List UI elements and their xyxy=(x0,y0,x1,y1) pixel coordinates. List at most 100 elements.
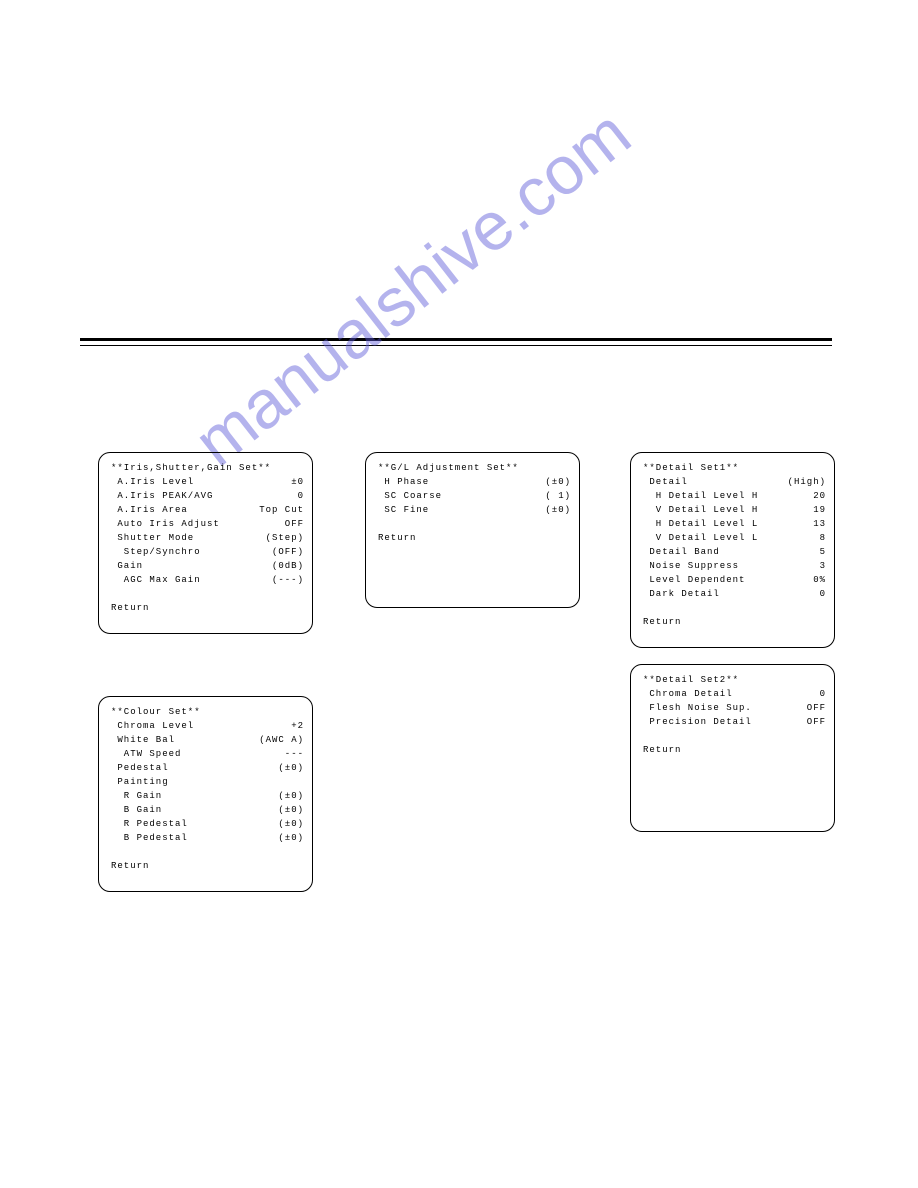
panel-colour: **Colour Set** Chroma Level+2 White Bal(… xyxy=(98,696,313,892)
panel-iris-rows: A.Iris Level ±0 A.Iris PEAK/AVG 0 A.Iris A… xyxy=(111,475,304,587)
setting-value: (±0) xyxy=(278,831,304,845)
setting-row: V Detail Level H 19 xyxy=(643,503,826,517)
setting-label: Level Dependent xyxy=(643,573,745,587)
setting-value: ( 1) xyxy=(545,489,571,503)
setting-row: Detail Band 5 xyxy=(643,545,826,559)
setting-row: White Bal(AWC A) xyxy=(111,733,304,747)
setting-label: R Gain xyxy=(111,789,162,803)
setting-value: 5 xyxy=(820,545,826,559)
setting-label: V Detail Level L xyxy=(643,531,758,545)
setting-row: B Pedestal (±0) xyxy=(111,831,304,845)
setting-row: Precision Detail OFF xyxy=(643,715,826,729)
panel-gl-return: Return xyxy=(378,531,571,545)
setting-row: SC Fine(±0) xyxy=(378,503,571,517)
setting-row: Chroma Level+2 xyxy=(111,719,304,733)
setting-label: V Detail Level H xyxy=(643,503,758,517)
setting-label: Step/Synchro xyxy=(111,545,201,559)
panel-detail2: **Detail Set2** Chroma Detail 0 Flesh Noi… xyxy=(630,664,835,832)
panel-detail2-title: **Detail Set2** xyxy=(643,673,826,687)
setting-row: Shutter Mode(Step) xyxy=(111,531,304,545)
setting-row: Auto Iris AdjustOFF xyxy=(111,517,304,531)
panel-detail1-rows: Detail(High) H Detail Level H 20 V Detail… xyxy=(643,475,826,601)
setting-value: 0% xyxy=(813,573,826,587)
panel-iris-return: Return xyxy=(111,601,304,615)
setting-row: V Detail Level L8 xyxy=(643,531,826,545)
setting-label: Auto Iris Adjust xyxy=(111,517,220,531)
setting-value: 0 xyxy=(820,587,826,601)
setting-row: ATW Speed --- xyxy=(111,747,304,761)
panel-detail2-rows: Chroma Detail 0 Flesh Noise Sup. OFF Preci… xyxy=(643,687,826,729)
setting-label: A.Iris PEAK/AVG xyxy=(111,489,213,503)
setting-row: Flesh Noise Sup. OFF xyxy=(643,701,826,715)
panel-gl: **G/L Adjustment Set** H Phase (±0) SC Co… xyxy=(365,452,580,608)
setting-label: B Gain xyxy=(111,803,162,817)
setting-value: (±0) xyxy=(545,475,571,489)
setting-label: H Phase xyxy=(378,475,429,489)
setting-row: A.Iris Level ±0 xyxy=(111,475,304,489)
setting-label: H Detail Level H xyxy=(643,489,758,503)
setting-label: Precision Detail xyxy=(643,715,752,729)
panel-detail2-return: Return xyxy=(643,743,826,757)
setting-row: B Gain (±0) xyxy=(111,803,304,817)
setting-value: (±0) xyxy=(278,789,304,803)
setting-row: Pedestal (±0) xyxy=(111,761,304,775)
setting-label: Chroma Level xyxy=(111,719,194,733)
panel-detail1-return: Return xyxy=(643,615,826,629)
setting-label: A.Iris Level xyxy=(111,475,194,489)
setting-value: (±0) xyxy=(278,761,304,775)
setting-row: H Detail Level H 20 xyxy=(643,489,826,503)
setting-value: 19 xyxy=(813,503,826,517)
setting-label: Pedestal xyxy=(111,761,169,775)
setting-value: Top Cut xyxy=(259,503,304,517)
setting-value: (±0) xyxy=(278,817,304,831)
setting-label: H Detail Level L xyxy=(643,517,758,531)
setting-label: Noise Suppress xyxy=(643,559,739,573)
setting-value: (---) xyxy=(272,573,304,587)
setting-value: 0 xyxy=(820,687,826,701)
rule-thick xyxy=(80,338,832,345)
panel-detail1-title: **Detail Set1** xyxy=(643,461,826,475)
setting-value: (±0) xyxy=(545,503,571,517)
setting-row: H Phase (±0) xyxy=(378,475,571,489)
panel-iris: **Iris,Shutter,Gain Set** A.Iris Level ±0… xyxy=(98,452,313,634)
setting-label: Flesh Noise Sup. xyxy=(643,701,752,715)
setting-label: Chroma Detail xyxy=(643,687,733,701)
setting-value: 20 xyxy=(813,489,826,503)
setting-value: --- xyxy=(285,747,304,761)
setting-value: OFF xyxy=(807,715,826,729)
panel-gl-rows: H Phase (±0) SC Coarse ( 1) SC Fine(±0) xyxy=(378,475,571,517)
setting-row: H Detail Level L 13 xyxy=(643,517,826,531)
setting-label: Painting xyxy=(111,775,169,789)
setting-row: R Pedestal (±0) xyxy=(111,817,304,831)
setting-row: Detail(High) xyxy=(643,475,826,489)
panel-detail1: **Detail Set1** Detail(High) H Detail Le… xyxy=(630,452,835,648)
setting-row: Noise Suppress3 xyxy=(643,559,826,573)
panel-colour-rows: Chroma Level+2 White Bal(AWC A) ATW Spee… xyxy=(111,719,304,845)
watermark-text: manualshive.com xyxy=(180,94,645,481)
setting-label: Detail Band xyxy=(643,545,720,559)
setting-row: SC Coarse ( 1) xyxy=(378,489,571,503)
setting-value: 13 xyxy=(813,517,826,531)
setting-row: Step/Synchro(OFF) xyxy=(111,545,304,559)
setting-row: R Gain (±0) xyxy=(111,789,304,803)
setting-value: (±0) xyxy=(278,803,304,817)
setting-row: A.Iris AreaTop Cut xyxy=(111,503,304,517)
setting-label: SC Coarse xyxy=(378,489,442,503)
setting-label: White Bal xyxy=(111,733,175,747)
setting-row: Chroma Detail 0 xyxy=(643,687,826,701)
setting-label: B Pedestal xyxy=(111,831,188,845)
setting-value: OFF xyxy=(807,701,826,715)
panel-gl-title: **G/L Adjustment Set** xyxy=(378,461,571,475)
setting-label: ATW Speed xyxy=(111,747,181,761)
setting-label: R Pedestal xyxy=(111,817,188,831)
setting-row: Gain(0dB) xyxy=(111,559,304,573)
panel-iris-title: **Iris,Shutter,Gain Set** xyxy=(111,461,304,475)
setting-row: A.Iris PEAK/AVG 0 xyxy=(111,489,304,503)
setting-row: AGC Max Gain(---) xyxy=(111,573,304,587)
setting-row: Level Dependent 0% xyxy=(643,573,826,587)
panel-colour-return: Return xyxy=(111,859,304,873)
panel-colour-title: **Colour Set** xyxy=(111,705,304,719)
setting-value: 0 xyxy=(298,489,304,503)
setting-value: ±0 xyxy=(291,475,304,489)
setting-label: Shutter Mode xyxy=(111,531,194,545)
